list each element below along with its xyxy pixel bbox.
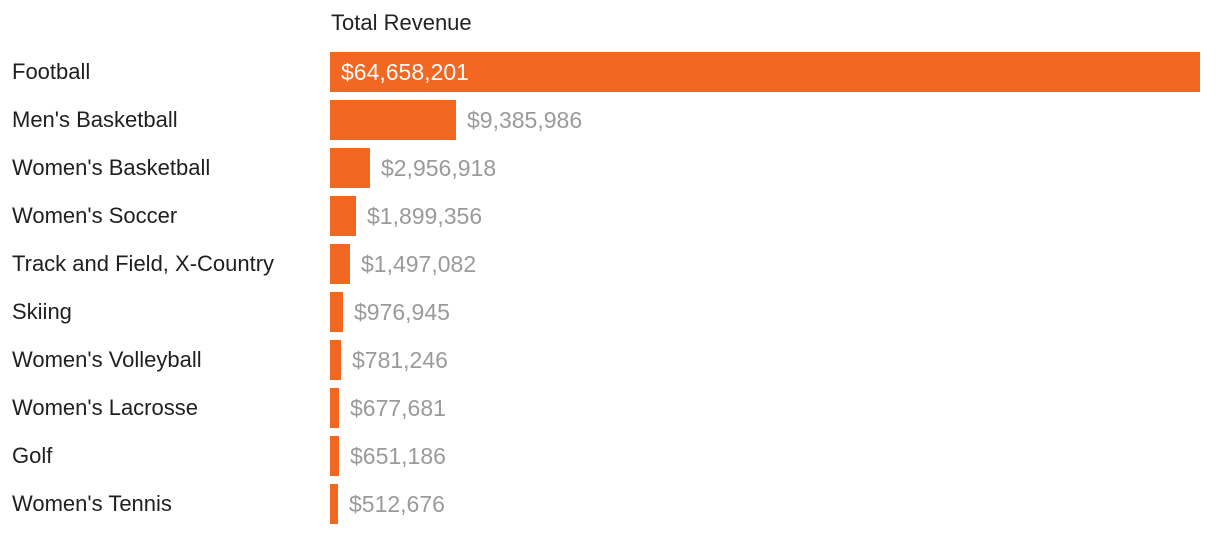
value-label: $1,899,356: [367, 203, 483, 229]
value-label: $1,497,082: [361, 251, 477, 277]
bar: [330, 292, 343, 332]
value-label: $677,681: [350, 395, 446, 421]
bar-row: Football $64,658,201: [0, 52, 1220, 100]
bar-row: Women's Basketball $2,956,918: [0, 148, 1220, 196]
value-label: $781,246: [352, 347, 448, 373]
category-label: Women's Soccer: [12, 203, 178, 228]
bar-row: Golf $651,186: [0, 436, 1220, 484]
category-label: Women's Tennis: [12, 491, 172, 516]
column-header: Total Revenue: [331, 10, 472, 35]
bar-row: Women's Lacrosse $677,681: [0, 388, 1220, 436]
bar: [330, 100, 456, 140]
value-label: $2,956,918: [381, 155, 497, 181]
bar-row: Track and Field, X-Country $1,497,082: [0, 244, 1220, 292]
bar-row: Women's Volleyball $781,246: [0, 340, 1220, 388]
category-label: Women's Volleyball: [12, 347, 202, 372]
bar-row: Women's Tennis $512,676: [0, 484, 1220, 532]
category-label: Women's Lacrosse: [12, 395, 198, 420]
bar-row: Skiing $976,945: [0, 292, 1220, 340]
category-label: Men's Basketball: [12, 107, 178, 132]
category-label: Women's Basketball: [12, 155, 211, 180]
value-label: $651,186: [350, 443, 446, 469]
bar: [330, 388, 339, 428]
category-label: Golf: [12, 443, 53, 468]
bar: [330, 484, 338, 524]
bar: [330, 244, 350, 284]
bar: [330, 196, 356, 236]
category-label: Skiing: [12, 299, 72, 324]
bar: [330, 340, 341, 380]
bar-row: Men's Basketball $9,385,986: [0, 100, 1220, 148]
value-label: $64,658,201: [341, 59, 469, 85]
bar: [330, 148, 370, 188]
bar-row: Women's Soccer $1,899,356: [0, 196, 1220, 244]
category-label: Football: [12, 59, 91, 84]
value-label: $976,945: [354, 299, 450, 325]
category-label: Track and Field, X-Country: [12, 251, 275, 276]
value-label: $9,385,986: [467, 107, 583, 133]
bar: [330, 52, 1200, 92]
value-label: $512,676: [349, 491, 445, 517]
bar: [330, 436, 339, 476]
